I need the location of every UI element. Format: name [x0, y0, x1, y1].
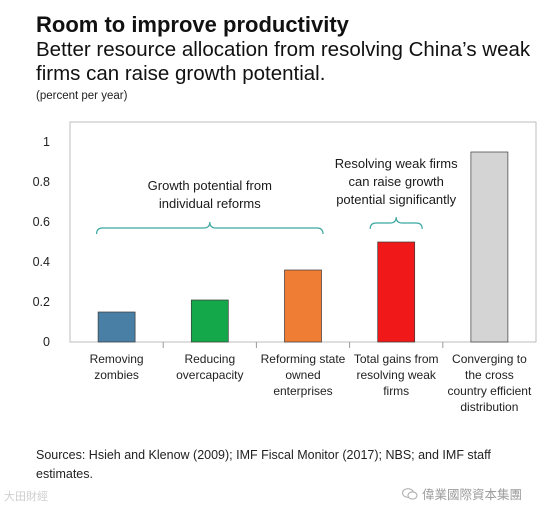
y-tick-label: 1	[43, 135, 50, 149]
x-tick-label: Total gains from resolving weak firms	[354, 352, 439, 398]
y-tick-label: 0.6	[33, 215, 50, 229]
watermark-right: 偉業國際資本集團	[402, 484, 522, 503]
chart-subtitle: Better resource allocation from resolvin…	[36, 38, 531, 85]
bar	[97, 311, 136, 343]
bar-chart: 0 0.2 0.4 0.6 0.8 1 Removing zombies Reducing ove…	[33, 121, 537, 414]
annotation-bracket	[369, 216, 423, 230]
y-tick-label: 0.2	[33, 295, 50, 309]
bar	[284, 269, 322, 343]
annotation-text: Resolving weak firms can raise growth pote…	[335, 156, 458, 207]
x-tick-label: Converging to the cross country efficient d…	[447, 352, 531, 414]
watermark-right-text: 偉業國際資本集團	[422, 488, 523, 502]
wechat-icon	[402, 488, 418, 500]
watermark-left: 大田財經	[4, 491, 48, 503]
bar	[190, 299, 229, 343]
y-tick-label: 0.4	[33, 255, 50, 269]
bar	[377, 241, 416, 343]
y-tick-label: 0.8	[33, 175, 50, 189]
unit-label: (percent per year)	[36, 90, 128, 102]
annotation-text: Growth potential from individual reforms	[148, 178, 272, 211]
bar	[470, 151, 509, 343]
sources-note: Sources: Hsieh and Klenow (2009); IMF Fi…	[36, 448, 491, 481]
chart-title: Room to improve productivity	[36, 12, 349, 37]
annotation-bracket	[96, 221, 324, 235]
x-tick-label: Reducing overcapacity	[176, 352, 243, 382]
x-tick-label: Removing zombies	[90, 352, 144, 382]
x-tick-label: Reforming state owned enterprises	[261, 352, 346, 398]
y-tick-label: 0	[43, 335, 50, 349]
